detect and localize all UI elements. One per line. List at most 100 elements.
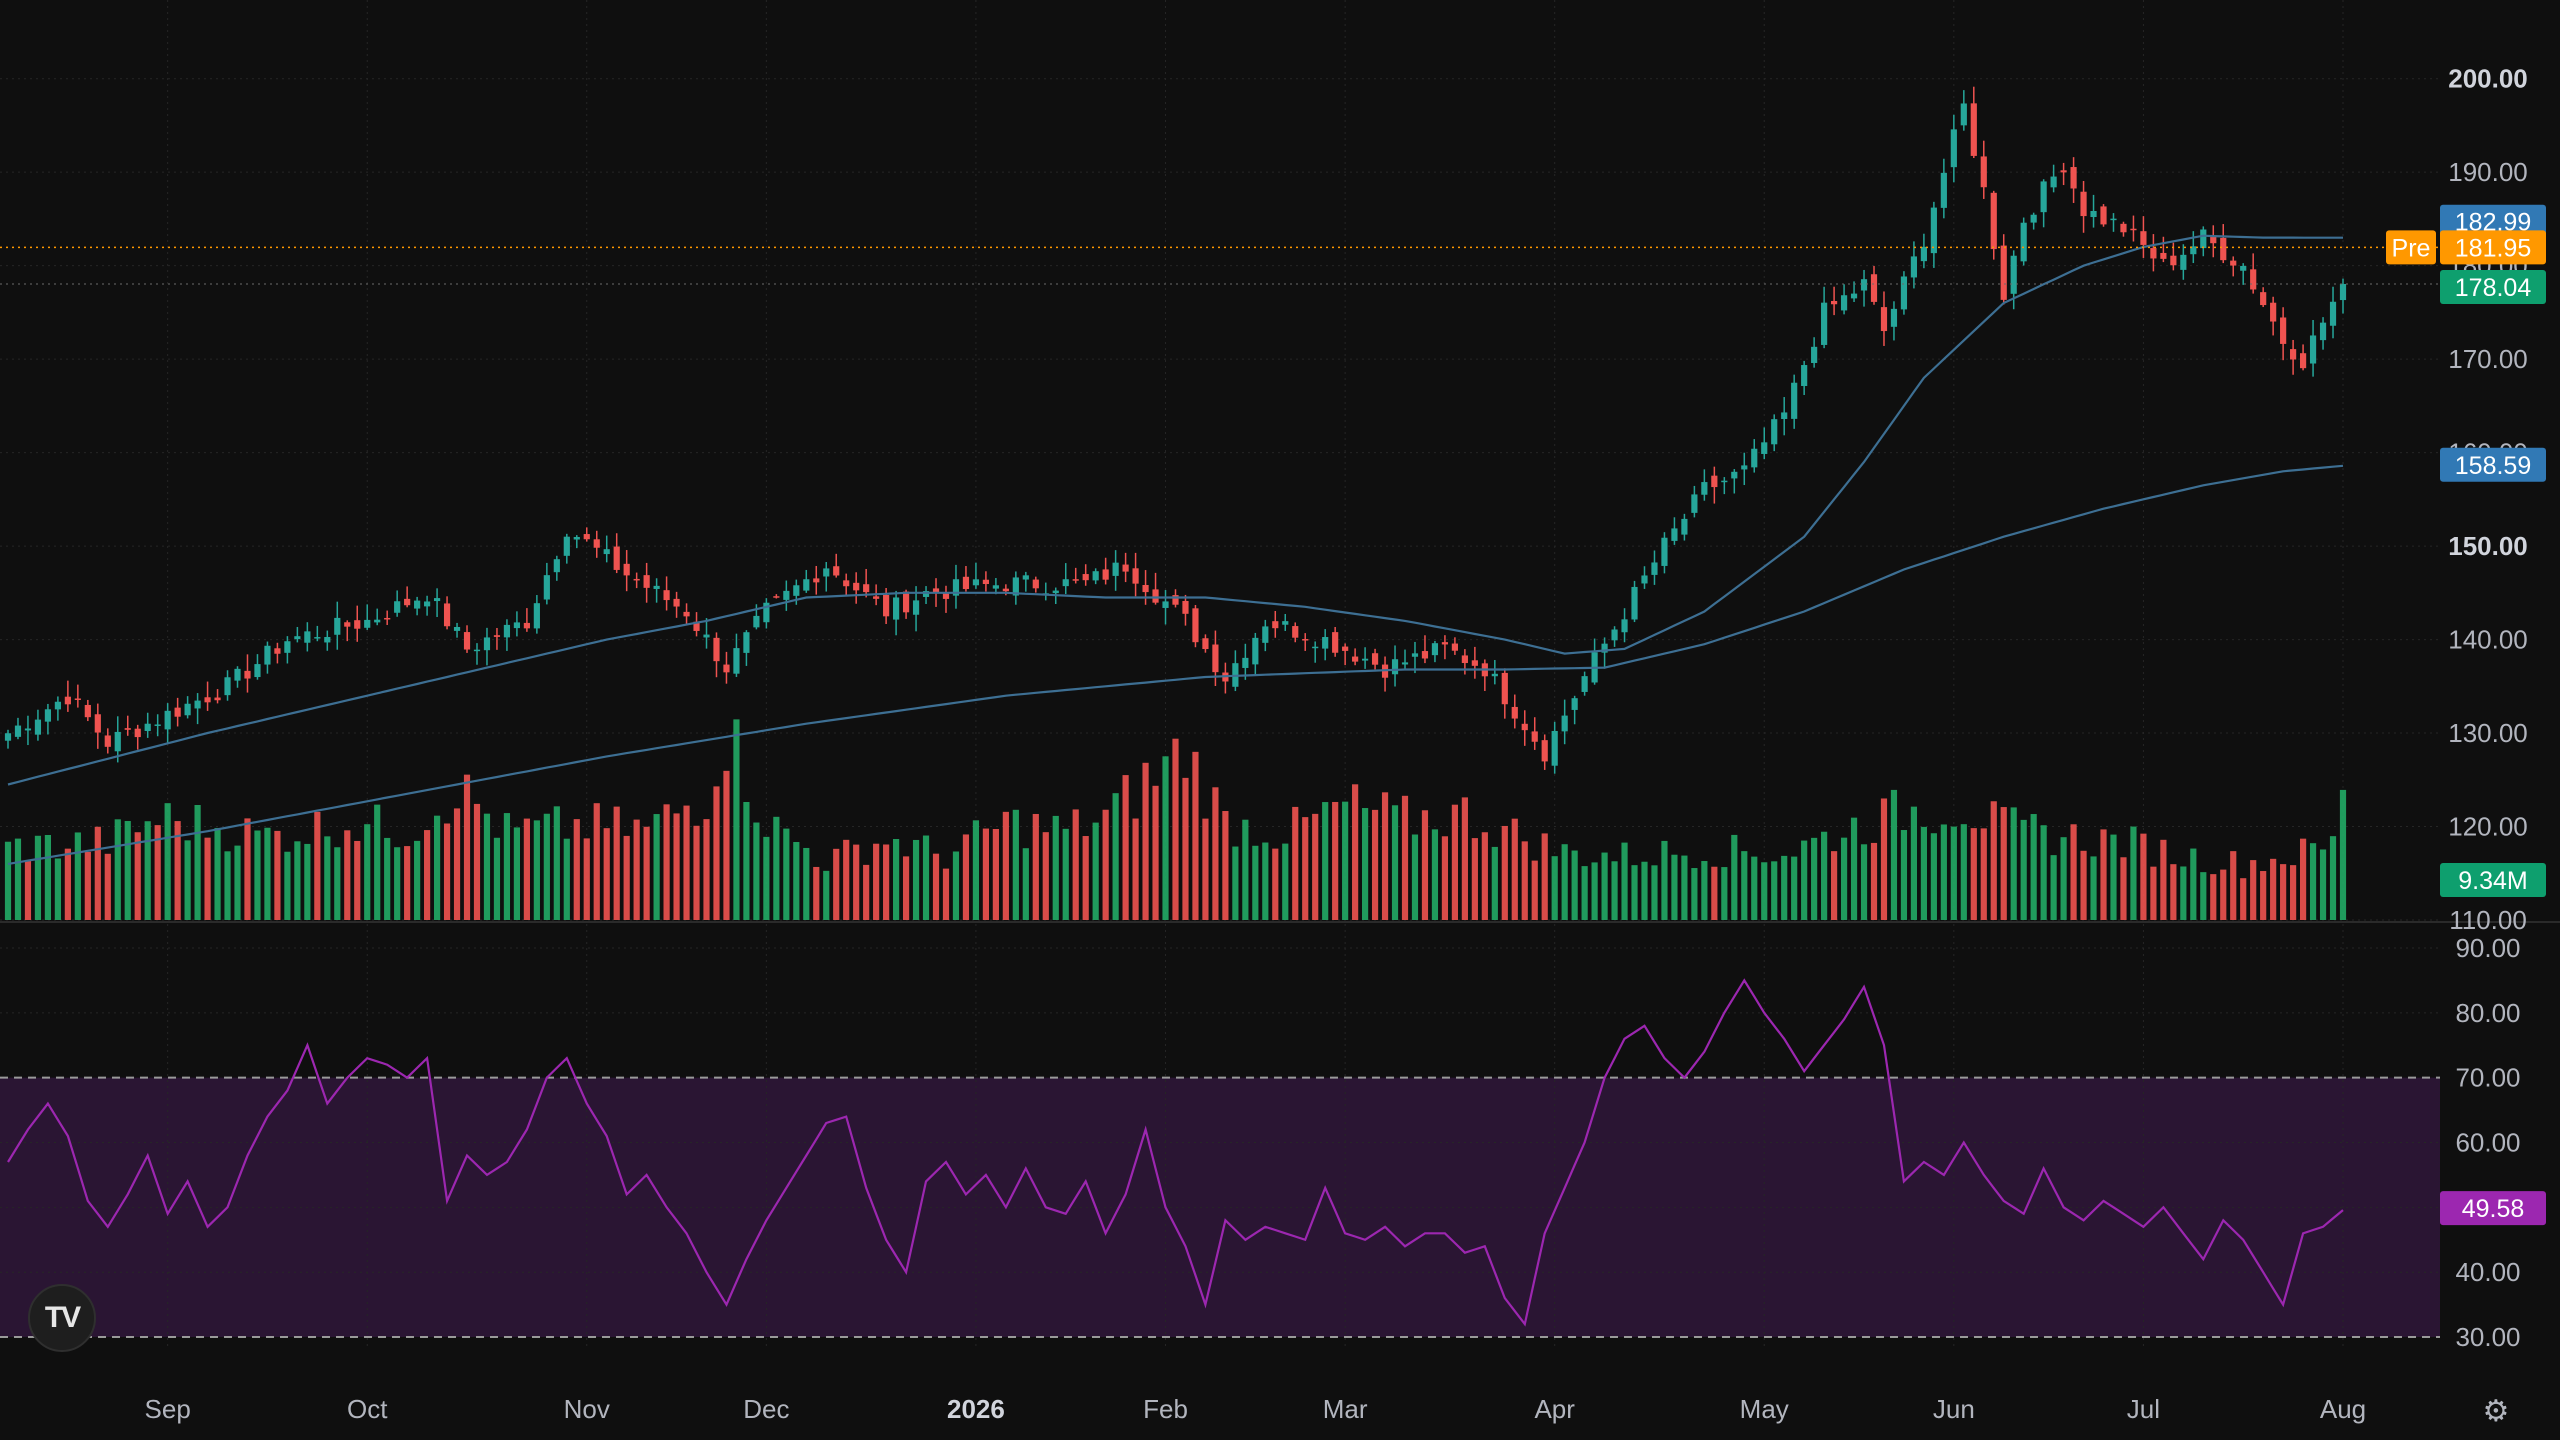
volume-bar [2050,855,2057,920]
time-axis-label: Oct [347,1394,388,1424]
rsi-badge: 49.58 [2462,1195,2525,1223]
candle-body [1212,644,1219,673]
volume-bar [1930,833,1937,920]
volume-bar [523,818,530,920]
volume-bar [2040,825,2047,920]
candle-body [603,549,610,555]
volume-bar [274,830,281,920]
candle-body [134,728,141,738]
volume-bar [2020,819,2027,920]
candle-body [1162,601,1169,608]
volume-bar [813,866,820,920]
candle-body [234,668,241,681]
candle-body [1900,276,1908,310]
volume-bar [1581,866,1588,920]
volume-bar [1741,851,1748,920]
ma-50-badge-bg [2440,204,2546,239]
candle-body [2299,353,2307,369]
candle-body [1811,346,1818,363]
candle-body [1731,471,1738,479]
candle-body [1491,673,1498,677]
candle-body [1880,307,1888,332]
volume-bar [2190,848,2197,920]
volume-bar [1920,826,1927,920]
volume-bar [1042,832,1049,920]
candle-body [144,723,151,732]
candle-body [613,546,620,570]
volume-bar [424,830,431,920]
volume-bar [1282,843,1289,920]
volume-bar [793,842,800,920]
volume-bar [703,819,710,920]
volume-bar [14,838,22,920]
candle-body [1920,246,1927,262]
candle-body [204,697,211,703]
volume-bar [404,846,411,920]
volume-bar [1751,856,1758,920]
candle-body [274,648,281,654]
candle-body [733,648,740,674]
candle-body [1830,300,1838,305]
last-price-badge-bg [2440,269,2546,304]
time-axis-label: Mar [1323,1394,1368,1424]
volume-bar [2130,826,2137,920]
volume-bar [473,803,481,920]
time-axis-label: Dec [743,1394,789,1424]
time-axis-label: Nov [564,1394,610,1424]
candle-body [314,637,321,639]
candle-body [593,539,600,548]
time-axis-label: Aug [2320,1394,2366,1424]
gear-icon[interactable]: ⚙ [2482,1394,2510,1429]
candle-body [1471,660,1478,666]
candle-body [104,735,111,747]
volume-bar [394,847,401,920]
volume-bar [992,828,999,920]
candle-body [2270,302,2277,322]
volume-bar [1222,811,1229,920]
volume-bar [1481,832,1488,920]
candle-body [483,637,491,651]
volume-bar [1032,813,1039,920]
volume-bar [2070,824,2077,920]
volume-bar [2170,864,2177,920]
tradingview-logo[interactable]: TV [28,1284,96,1352]
candle-body [2250,269,2257,290]
candle-body [1052,590,1059,594]
volume-bar [823,870,830,920]
rsi-axis-label: 70.00 [2455,1063,2520,1093]
candle-body [932,588,940,593]
volume-bar [2270,858,2277,920]
price-axis-label: 200.00 [2448,64,2528,94]
volume-bar [1591,862,1598,920]
volume-bar [1761,862,1768,920]
candle-body [1501,672,1508,705]
volume-bar [1112,793,1119,920]
candle-body [1112,562,1119,576]
volume-bar [94,826,101,920]
time-axis-label: 2026 [947,1394,1005,1424]
volume-bar [603,828,610,920]
volume-bar [1082,836,1089,920]
volume-bar [2060,837,2067,920]
candle-body [2130,228,2137,231]
volume-bar [1212,787,1219,920]
candle-body [1002,588,1009,592]
candle-body [643,575,650,588]
volume-bar [503,813,511,920]
candle-body [813,578,820,583]
volume-bar [1411,834,1419,920]
candle-body [912,600,920,615]
volume-bar [1950,826,1957,920]
candle-body [1182,600,1189,614]
candle-body [992,585,999,589]
candle-body [443,603,451,627]
volume-bar [1012,809,1019,920]
volume-bar [214,827,221,920]
volume-bar [713,786,720,920]
volume-bar [1272,848,1279,920]
candle-body [623,563,630,576]
candle-body [1990,192,1997,250]
volume-bar [294,841,301,920]
